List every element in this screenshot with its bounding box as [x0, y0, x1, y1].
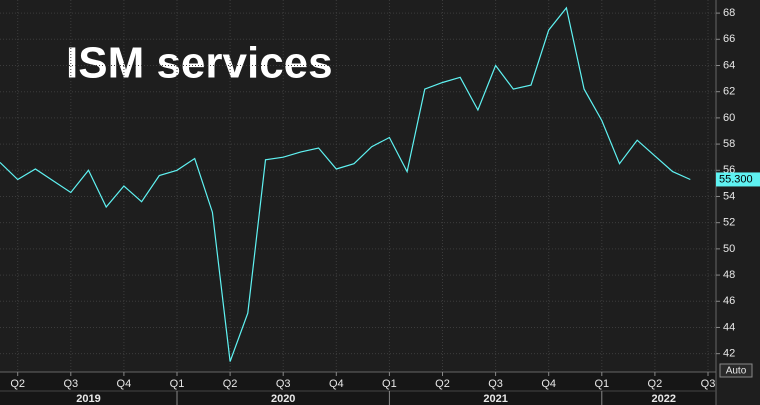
year-label: 2019	[76, 393, 100, 405]
y-tick-label: 48	[723, 269, 735, 281]
x-tick-label: Q3	[701, 378, 716, 390]
year-label: 2022	[652, 393, 676, 405]
x-tick-label: Q1	[170, 378, 185, 390]
y-tick-label: 60	[723, 112, 735, 124]
scale-button-label[interactable]: Auto	[726, 366, 747, 377]
x-tick-label: Q4	[117, 378, 132, 390]
y-tick-label: 66	[723, 33, 735, 45]
last-value-box	[716, 172, 760, 187]
x-tick-label: Q3	[63, 378, 78, 390]
chart-title: ISM services	[66, 39, 333, 88]
y-tick-label: 62	[723, 86, 735, 98]
x-tick-label: Q4	[329, 378, 344, 390]
year-label: 2021	[483, 393, 507, 405]
x-tick-label: Q1	[382, 378, 397, 390]
scale-button[interactable]	[719, 363, 753, 378]
y-tick-label: 50	[723, 243, 735, 255]
year-label: 2020	[271, 393, 295, 405]
x-tick-label: Q2	[648, 378, 663, 390]
last-value-label: 55.300	[719, 173, 753, 185]
y-tick-label: 44	[723, 321, 735, 333]
series-line	[0, 6, 691, 362]
x-tick-label: Q2	[435, 378, 450, 390]
x-axis-band	[0, 372, 716, 405]
y-tick-label: 52	[723, 217, 735, 229]
x-tick-label: Q1	[594, 378, 609, 390]
y-tick-label: 58	[723, 138, 735, 150]
y-tick-label: 68	[723, 7, 735, 19]
x-tick-label: Q3	[276, 378, 291, 390]
x-tick-label: Q3	[488, 378, 503, 390]
x-tick-label: Q2	[223, 378, 238, 390]
y-tick-label: 64	[723, 59, 735, 71]
x-tick-label: Q4	[541, 378, 556, 390]
y-tick-label: 46	[723, 295, 735, 307]
y-tick-label: 42	[723, 348, 735, 360]
x-tick-label: Q2	[10, 378, 25, 390]
y-tick-label: 54	[723, 190, 735, 202]
